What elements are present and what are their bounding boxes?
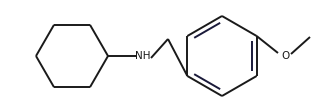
Text: NH: NH	[135, 51, 151, 61]
Text: O: O	[281, 51, 289, 61]
